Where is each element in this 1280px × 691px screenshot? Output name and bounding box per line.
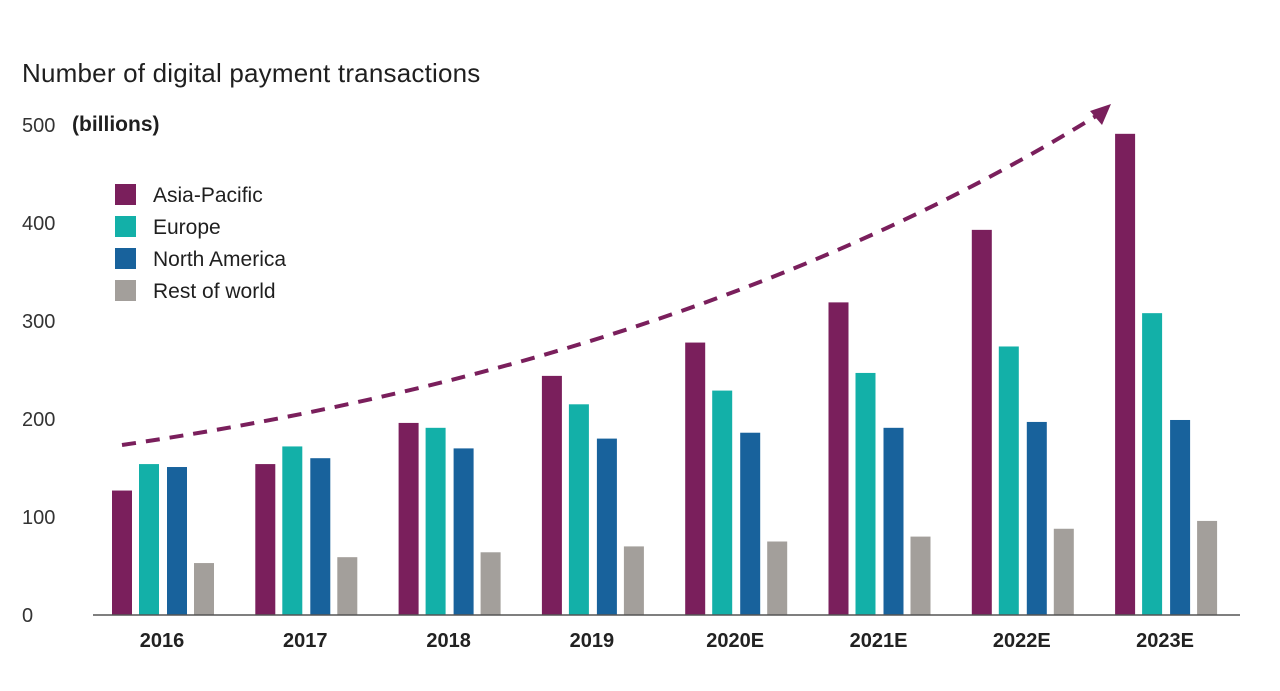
bar-europe-2022e — [998, 346, 1019, 615]
y-tick-label: 500 — [22, 115, 55, 137]
bar-north-america-2020e — [740, 432, 761, 615]
y-tick-label: 200 — [22, 409, 55, 431]
y-axis-ticks: 0 100 200 300 400 500 — [22, 115, 55, 627]
bar-north-america-2017 — [310, 458, 331, 615]
bar-asia-pacific-2019 — [541, 375, 562, 615]
bar-asia-pacific-2021e — [828, 302, 849, 615]
bar-asia-pacific-2018 — [398, 422, 419, 615]
bar-north-america-2018 — [453, 448, 474, 615]
legend-label: North America — [153, 248, 286, 271]
bar-europe-2021e — [855, 372, 876, 615]
bar-asia-pacific-2016 — [112, 490, 132, 615]
bar-rest-of-world-2016 — [194, 563, 214, 615]
bar-north-america-2022e — [1026, 421, 1047, 615]
x-tick-label: 2016 — [140, 630, 185, 652]
bar-asia-pacific-2023e — [1115, 133, 1136, 615]
y-tick-label: 300 — [22, 311, 55, 333]
bar-rest-of-world-2017 — [337, 557, 358, 615]
legend-label: Rest of world — [153, 280, 276, 303]
bar-asia-pacific-2022e — [971, 229, 992, 616]
legend-label: Europe — [153, 216, 221, 239]
x-tick-label: 2022E — [993, 630, 1051, 652]
trend-arrow — [121, 104, 1111, 447]
bar-north-america-2023e — [1170, 419, 1191, 615]
bar-rest-of-world-2019 — [623, 546, 644, 615]
bar-north-america-2016 — [167, 467, 187, 615]
x-tick-label: 2019 — [570, 630, 615, 652]
bar-europe-2018 — [425, 427, 446, 615]
legend-swatch — [115, 184, 136, 205]
bar-rest-of-world-2021e — [910, 536, 931, 615]
x-tick-label: 2023E — [1136, 630, 1194, 652]
x-tick-label: 2020E — [706, 630, 764, 652]
x-tick-label: 2018 — [426, 630, 471, 652]
bar-rest-of-world-2023e — [1197, 520, 1218, 615]
x-tick-label: 2017 — [283, 630, 328, 652]
legend-label: Asia-Pacific — [153, 184, 263, 207]
chart-title: Number of digital payment transactions — [22, 58, 481, 88]
legend-swatch — [115, 280, 136, 301]
y-axis-unit-label: (billions) — [72, 113, 160, 136]
y-tick-label: 100 — [22, 507, 55, 529]
bar-rest-of-world-2022e — [1053, 528, 1074, 615]
x-tick-label: 2021E — [850, 630, 908, 652]
bar-asia-pacific-2020e — [685, 342, 706, 615]
y-tick-label: 400 — [22, 213, 55, 235]
legend-swatch — [115, 216, 136, 237]
bar-rest-of-world-2018 — [480, 552, 501, 615]
bar-europe-2017 — [282, 446, 303, 615]
bar-europe-2016 — [139, 464, 159, 615]
x-axis-ticks: 2016 2017 2018 2019 2020E 2021E 2022E 2023E — [140, 630, 1194, 652]
trend-arrow-curve — [121, 114, 1098, 447]
legend-swatch — [115, 248, 136, 269]
bar-north-america-2021e — [883, 427, 904, 615]
bars-group — [112, 133, 1218, 616]
bar-north-america-2019 — [596, 438, 617, 615]
bar-rest-of-world-2020e — [767, 541, 788, 615]
bar-europe-2020e — [712, 390, 733, 615]
trend-arrow-head — [1090, 104, 1111, 125]
bar-europe-2019 — [568, 404, 589, 615]
legend: Asia-Pacific Europe North America Rest of w… — [115, 184, 286, 303]
y-tick-label: 0 — [22, 605, 33, 627]
bar-europe-2023e — [1142, 313, 1163, 615]
bar-asia-pacific-2017 — [255, 464, 276, 615]
